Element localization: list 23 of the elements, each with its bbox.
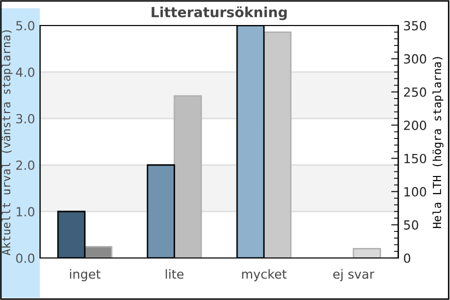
y2-tick-label: 0	[404, 253, 410, 263]
x-tick-label: mycket	[242, 269, 287, 282]
y-tick-label: 2.0	[16, 160, 34, 170]
y2-tick-label: 150	[404, 154, 426, 164]
y-axis-title: Aktuellt urval (vänstra staplarna)	[2, 30, 13, 256]
y2-tick-label: 200	[404, 120, 426, 130]
x-tick-label: ej svar	[333, 269, 374, 282]
y2-axis-title: Hela LTH (högra staplarna)	[432, 57, 444, 228]
y-tick-label: 1.0	[16, 206, 34, 216]
x-tick-label: lite	[166, 269, 184, 279]
bar	[352, 248, 382, 258]
y2-tick-label: 100	[404, 187, 426, 196]
bar	[84, 246, 112, 258]
y-tick-label: 5.0	[16, 20, 34, 30]
y2-tick-label: 250	[404, 87, 426, 97]
x-tick-label: inget	[70, 269, 100, 282]
y-tick-label: 4.0	[16, 67, 34, 77]
y-tick-label: 3.0	[16, 114, 34, 124]
chart-title: Litteratursökning	[152, 6, 287, 20]
y2-tick-label: 350	[404, 20, 426, 30]
y2-tick-label: 50	[404, 220, 418, 230]
y2-tick-label: 300	[404, 54, 426, 64]
y-tick-label: 0.0	[16, 253, 34, 263]
